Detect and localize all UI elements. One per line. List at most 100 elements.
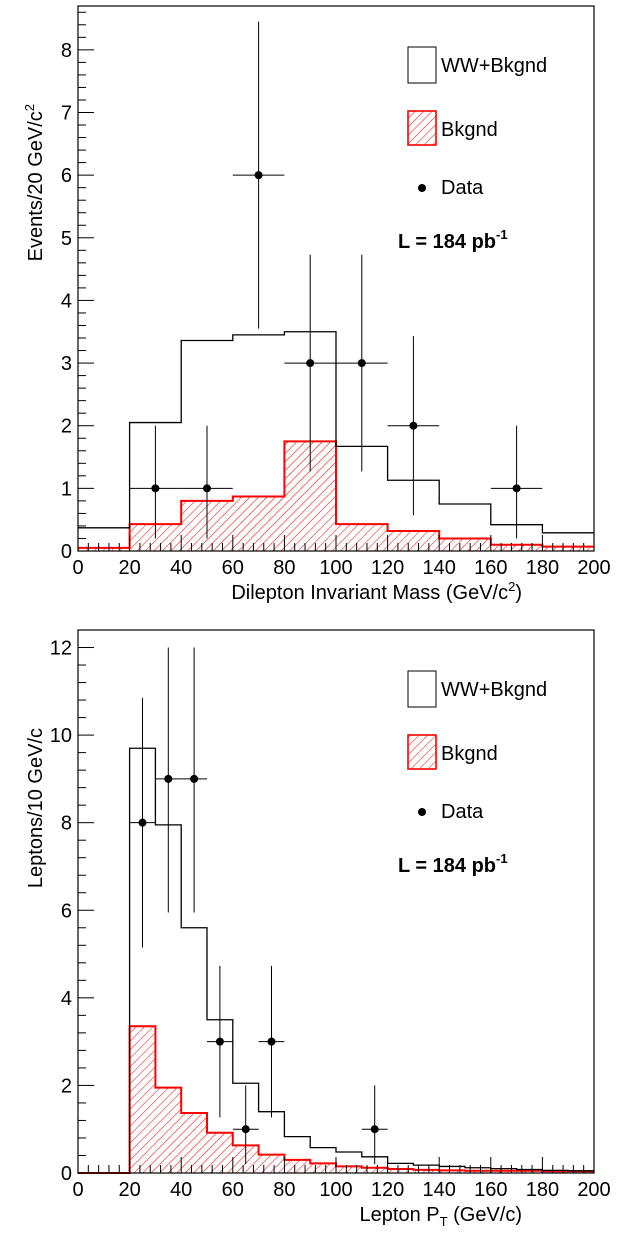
pt-x-axis-title-main: Lepton P — [360, 1204, 440, 1226]
pt-data-point — [129, 697, 156, 948]
pt-x-tick-label: 80 — [273, 1179, 295, 1201]
pt-data-marker — [241, 1125, 250, 1134]
pt-legend-bkgnd-label: Bkgnd — [441, 743, 498, 765]
pt-data-point — [181, 647, 207, 913]
mass-x-axis-title-sup: 2 — [508, 579, 515, 594]
pt-x-tick-label: 0 — [72, 1179, 83, 1201]
pt-data-marker — [190, 774, 199, 783]
pt-data-marker — [370, 1125, 379, 1134]
pt-legend-ww-label: WW+Bkgnd — [441, 679, 547, 701]
pt-y-tick-label: 12 — [50, 638, 72, 660]
pt-bkgnd-fill — [78, 1026, 594, 1173]
pt-y-tick-label: 6 — [61, 900, 72, 922]
mass-x-tick-label: 200 — [577, 557, 610, 579]
mass-legend-ww-swatch — [407, 46, 437, 84]
mass-legend-data-label: Data — [441, 177, 484, 199]
pt-lumi-sup: -1 — [496, 851, 508, 866]
pt-lumi-main: L = 184 pb — [398, 855, 496, 877]
mass-x-tick-label: 60 — [222, 557, 244, 579]
mass-y-tick-label: 4 — [61, 290, 72, 312]
mass-data-marker — [151, 484, 160, 493]
pt-x-axis-title-tail: (GeV/c) — [448, 1204, 522, 1226]
pt-y-tick-label: 2 — [61, 1075, 72, 1097]
mass-x-tick-label: 180 — [526, 557, 559, 579]
pt-x-tick-label: 140 — [423, 1179, 456, 1201]
mass-x-tick-label: 160 — [474, 557, 507, 579]
mass-lumi-sup: -1 — [496, 227, 508, 242]
pt-y-tick-label: 10 — [50, 725, 72, 747]
mass-legend: WW+Bkgnd Bkgnd Data — [407, 46, 547, 199]
mass-x-tick-label: 140 — [423, 557, 456, 579]
pt-x-tick-label: 60 — [222, 1179, 244, 1201]
pt-x-tick-label: 200 — [577, 1179, 610, 1201]
pt-y-tick-label: 8 — [61, 813, 72, 835]
mass-data-marker — [512, 484, 521, 493]
pt-y-tick-label: 0 — [61, 1163, 72, 1185]
mass-y-tick-label: 5 — [61, 228, 72, 250]
mass-legend-bkgnd-swatch — [407, 110, 437, 146]
mass-data-marker — [203, 484, 211, 493]
pt-data-point — [258, 965, 285, 1118]
mass-x-axis-title: Dilepton Invariant Mass (GeV/c2) — [231, 579, 522, 604]
mass-x-tick-label: 20 — [118, 557, 140, 579]
mass-data-point — [181, 425, 233, 539]
pt-data-marker — [267, 1037, 276, 1046]
mass-y-tick-label: 7 — [61, 102, 72, 124]
mass-x-tick-label: 0 — [72, 557, 83, 579]
pt-data-marker — [138, 818, 147, 827]
pt-x-tick-label: 120 — [371, 1179, 404, 1201]
pt-ww-bkgnd-line — [78, 747, 594, 1174]
mass-data-point — [490, 425, 543, 539]
pt-x-tick-label: 180 — [526, 1179, 559, 1201]
mass-y-tick-label: 3 — [61, 353, 72, 375]
pt-legend-ww-swatch — [407, 670, 437, 708]
pt-data-point — [361, 1085, 388, 1165]
mass-data-point — [129, 425, 182, 539]
mass-y-tick-label: 8 — [61, 40, 72, 62]
mass-x-axis-title-tail: ) — [515, 582, 522, 604]
mass-lumi-annotation: L = 184 pb-1 — [398, 227, 508, 253]
mass-data-point — [336, 254, 388, 472]
mass-data-point — [387, 336, 440, 516]
mass-x-axis-title-main: Dilepton Invariant Mass (GeV/c — [231, 582, 508, 604]
mass-ww-bkgnd-line — [78, 331, 594, 534]
pt-x-tick-label: 20 — [118, 1179, 140, 1201]
mass-x-tick-label: 40 — [170, 557, 192, 579]
pt-lumi-annotation: L = 184 pb-1 — [398, 851, 508, 877]
pt-x-tick-label: 100 — [319, 1179, 352, 1201]
mass-data-point — [284, 254, 336, 472]
mass-lumi-main: L = 184 pb — [398, 231, 496, 253]
pt-data-point — [155, 647, 182, 913]
mass-data-point — [232, 21, 285, 329]
pt-x-axis-title-sub: T — [440, 1214, 448, 1229]
pt-data-marker — [164, 774, 173, 783]
pt-legend-data-marker — [418, 808, 426, 816]
mass-legend-ww-label: WW+Bkgnd — [441, 55, 547, 77]
mass-x-tick-label: 120 — [371, 557, 404, 579]
mass-y-axis-title-main: Events/20 GeV/c — [25, 111, 47, 261]
pt-data-marker — [215, 1037, 224, 1046]
pt-data-point — [207, 965, 233, 1118]
pt-data-point — [232, 1085, 259, 1165]
pt-legend: WW+Bkgnd Bkgnd Data — [407, 670, 547, 823]
mass-y-tick-label: 0 — [61, 541, 72, 563]
pt-chart: 0 20 40 60 80 100 120 140 160 180 200 0 2 4 6 8 10 12 Lept… — [25, 629, 611, 1229]
pt-y-axis-title-main: Leptons/10 GeV/c — [25, 728, 47, 888]
pt-legend-data-label: Data — [441, 801, 484, 823]
mass-y-axis-title: Events/20 GeV/c2 — [22, 104, 47, 261]
mass-legend-bkgnd-label: Bkgnd — [441, 119, 498, 141]
mass-y-tick-label: 1 — [61, 478, 72, 500]
pt-y-axis-title: Leptons/10 GeV/c — [25, 728, 47, 888]
mass-legend-data-marker — [418, 184, 426, 192]
pt-bkgnd-outline — [78, 1025, 594, 1174]
mass-y-tick-label: 6 — [61, 165, 72, 187]
mass-y-tick-label: 2 — [61, 416, 72, 438]
pt-legend-bkgnd-swatch — [407, 734, 437, 770]
mass-data-marker — [409, 421, 418, 430]
pt-x-tick-label: 160 — [474, 1179, 507, 1201]
mass-data-marker — [357, 359, 366, 368]
mass-chart: 0 20 40 60 80 100 120 140 160 180 200 0 1 2 3 4 5 6 7 8 Dile… — [22, 5, 611, 604]
mass-y-axis-title-sup: 2 — [22, 104, 37, 111]
